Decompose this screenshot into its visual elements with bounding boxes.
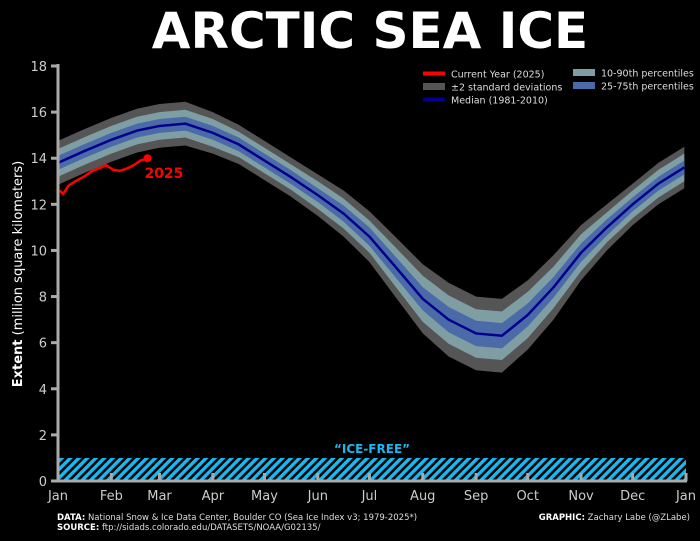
ice-free-hatch [58, 457, 686, 481]
x-tick-label: Mar [147, 489, 172, 504]
x-tick-label: Jun [307, 489, 328, 504]
source-label: SOURCE: [57, 523, 100, 533]
legend-swatch [573, 82, 595, 89]
ice-free-zone: “ICE-FREE” [58, 442, 686, 481]
current-year-label: 2025 [144, 166, 183, 182]
graphic-credit: Zachary Labe (@ZLabe) [587, 513, 690, 523]
x-tick-label: Apr [202, 489, 225, 504]
graphic-label: GRAPHIC: [538, 513, 585, 523]
legend-swatch [423, 97, 445, 102]
ice-free-label: “ICE-FREE” [334, 442, 410, 456]
x-tick-label: Nov [568, 489, 594, 504]
legend-label: 10-90th percentiles [601, 69, 694, 80]
data-label: DATA: [57, 513, 86, 523]
y-tick-label: 4 [39, 383, 47, 398]
x-tick-label: Jul [361, 489, 378, 504]
legend-label: Current Year (2025) [451, 70, 544, 81]
x-tick-label: Jan [47, 489, 68, 504]
median-line [57, 122, 685, 338]
y-tick-label: 16 [30, 106, 47, 121]
footer-graphic: GRAPHIC: Zachary Labe (@ZLabe) [539, 513, 690, 523]
y-tick-label: 18 [30, 60, 47, 75]
current-year-endpoint [143, 154, 152, 163]
y-axis-label: Extent (million square kilometers) [11, 161, 26, 388]
y-tick-label: 8 [39, 291, 47, 306]
x-tick-label: Feb [100, 489, 123, 504]
footer-data: DATA: National Snow & Ice Data Center, B… [57, 513, 417, 533]
legend-swatch [423, 71, 445, 76]
legend-swatch [573, 69, 595, 76]
x-tick-label: Oct [516, 489, 538, 504]
legend: Current Year (2025) ±2 standard deviation… [423, 69, 694, 107]
y-tick-label: 0 [39, 475, 47, 490]
source-link[interactable]: ftp://sidads.colorado.edu/DATASETS/NOAA/… [101, 523, 321, 533]
x-tick-label: May [251, 489, 278, 504]
legend-swatch [423, 83, 445, 90]
current-year-line [58, 157, 148, 196]
y-tick-label: 12 [30, 198, 47, 213]
y-tick-label: 6 [39, 337, 47, 352]
data-text: National Snow & Ice Data Center, Boulder… [87, 513, 418, 523]
legend-label: ±2 standard deviations [451, 83, 562, 94]
p25-75-band [58, 116, 685, 349]
x-tick-label: Dec [620, 489, 645, 504]
chart-title: ARCTIC SEA ICE [151, 2, 589, 60]
x-tick-label: Sep [464, 489, 489, 504]
x-tick-label: Jan [675, 489, 696, 504]
legend-label: Median (1981-2010) [451, 96, 548, 107]
y-tick-label: 2 [39, 429, 47, 444]
x-tick-label: Aug [410, 489, 435, 504]
legend-label: 25-75th percentiles [601, 82, 694, 93]
y-tick-label: 14 [30, 152, 47, 167]
y-tick-label: 10 [30, 244, 47, 259]
